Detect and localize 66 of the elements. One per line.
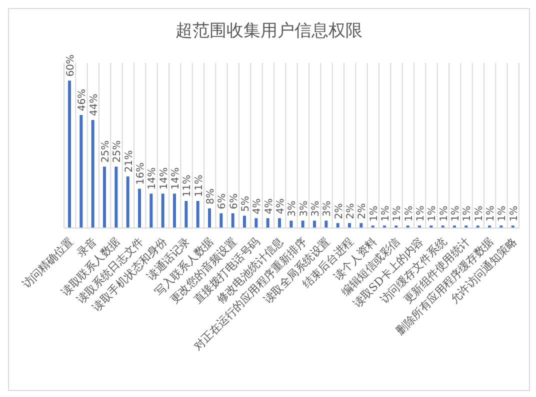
bar [126, 176, 130, 228]
bar [254, 218, 258, 228]
bar [336, 223, 340, 228]
data-label: 4% [252, 198, 264, 214]
bar [161, 194, 164, 228]
data-label: 8% [206, 188, 216, 204]
data-label: 1% [474, 206, 485, 222]
data-label: 1% [380, 206, 392, 222]
data-label: 1% [427, 206, 438, 222]
data-label: 3% [287, 200, 298, 217]
data-label: 1% [392, 206, 404, 222]
data-label: 1% [404, 206, 415, 222]
data-label: 4% [276, 198, 286, 214]
bar [138, 188, 141, 228]
bar [313, 220, 316, 228]
data-label: 1% [508, 206, 520, 222]
bar [80, 115, 83, 228]
data-label: 1% [438, 206, 450, 222]
data-label: 3% [310, 200, 322, 217]
data-label: 11% [194, 174, 205, 197]
data-label: 25% [112, 140, 124, 163]
bar [324, 220, 328, 228]
data-label: 1% [416, 206, 426, 222]
data-label: 5% [240, 196, 252, 212]
data-label: 3% [322, 200, 334, 217]
data-label: 2% [334, 203, 345, 220]
bar [184, 200, 188, 228]
data-label: 1% [462, 206, 474, 222]
data-label: 2% [346, 203, 356, 220]
data-label: 14% [147, 167, 158, 190]
bar [220, 213, 223, 228]
data-label: 21% [124, 150, 135, 172]
data-label: 11% [182, 174, 194, 197]
data-label: 6% [217, 193, 228, 210]
data-label: 1% [450, 206, 462, 222]
data-label: 2% [357, 203, 368, 220]
bar [196, 200, 200, 228]
data-label: 44% [88, 94, 100, 116]
bar [243, 216, 246, 228]
data-label: 1% [368, 206, 380, 222]
bar [114, 166, 118, 228]
bar [301, 220, 304, 228]
data-label: 25% [100, 140, 112, 163]
data-label: 60% [66, 54, 76, 77]
data-label: 14% [158, 167, 170, 190]
bar [231, 213, 234, 228]
data-label: 6% [228, 193, 240, 210]
data-label: 4% [264, 198, 275, 214]
chart-title: 超范围收集用户信息权限 [174, 20, 364, 43]
bar [360, 223, 363, 228]
bar [266, 218, 270, 228]
data-label: 3% [298, 200, 310, 217]
bar [103, 166, 106, 228]
data-label: 1% [497, 206, 508, 222]
bar [278, 218, 281, 228]
bar [91, 120, 94, 228]
bar [68, 80, 71, 228]
bar [348, 223, 351, 228]
data-label: 46% [77, 88, 88, 112]
data-label: 16% [136, 162, 146, 185]
bar [208, 208, 211, 228]
bar [173, 194, 176, 228]
bar [150, 194, 153, 228]
bar [290, 220, 293, 228]
data-label: 1% [486, 206, 496, 222]
data-label: 14% [170, 167, 182, 190]
